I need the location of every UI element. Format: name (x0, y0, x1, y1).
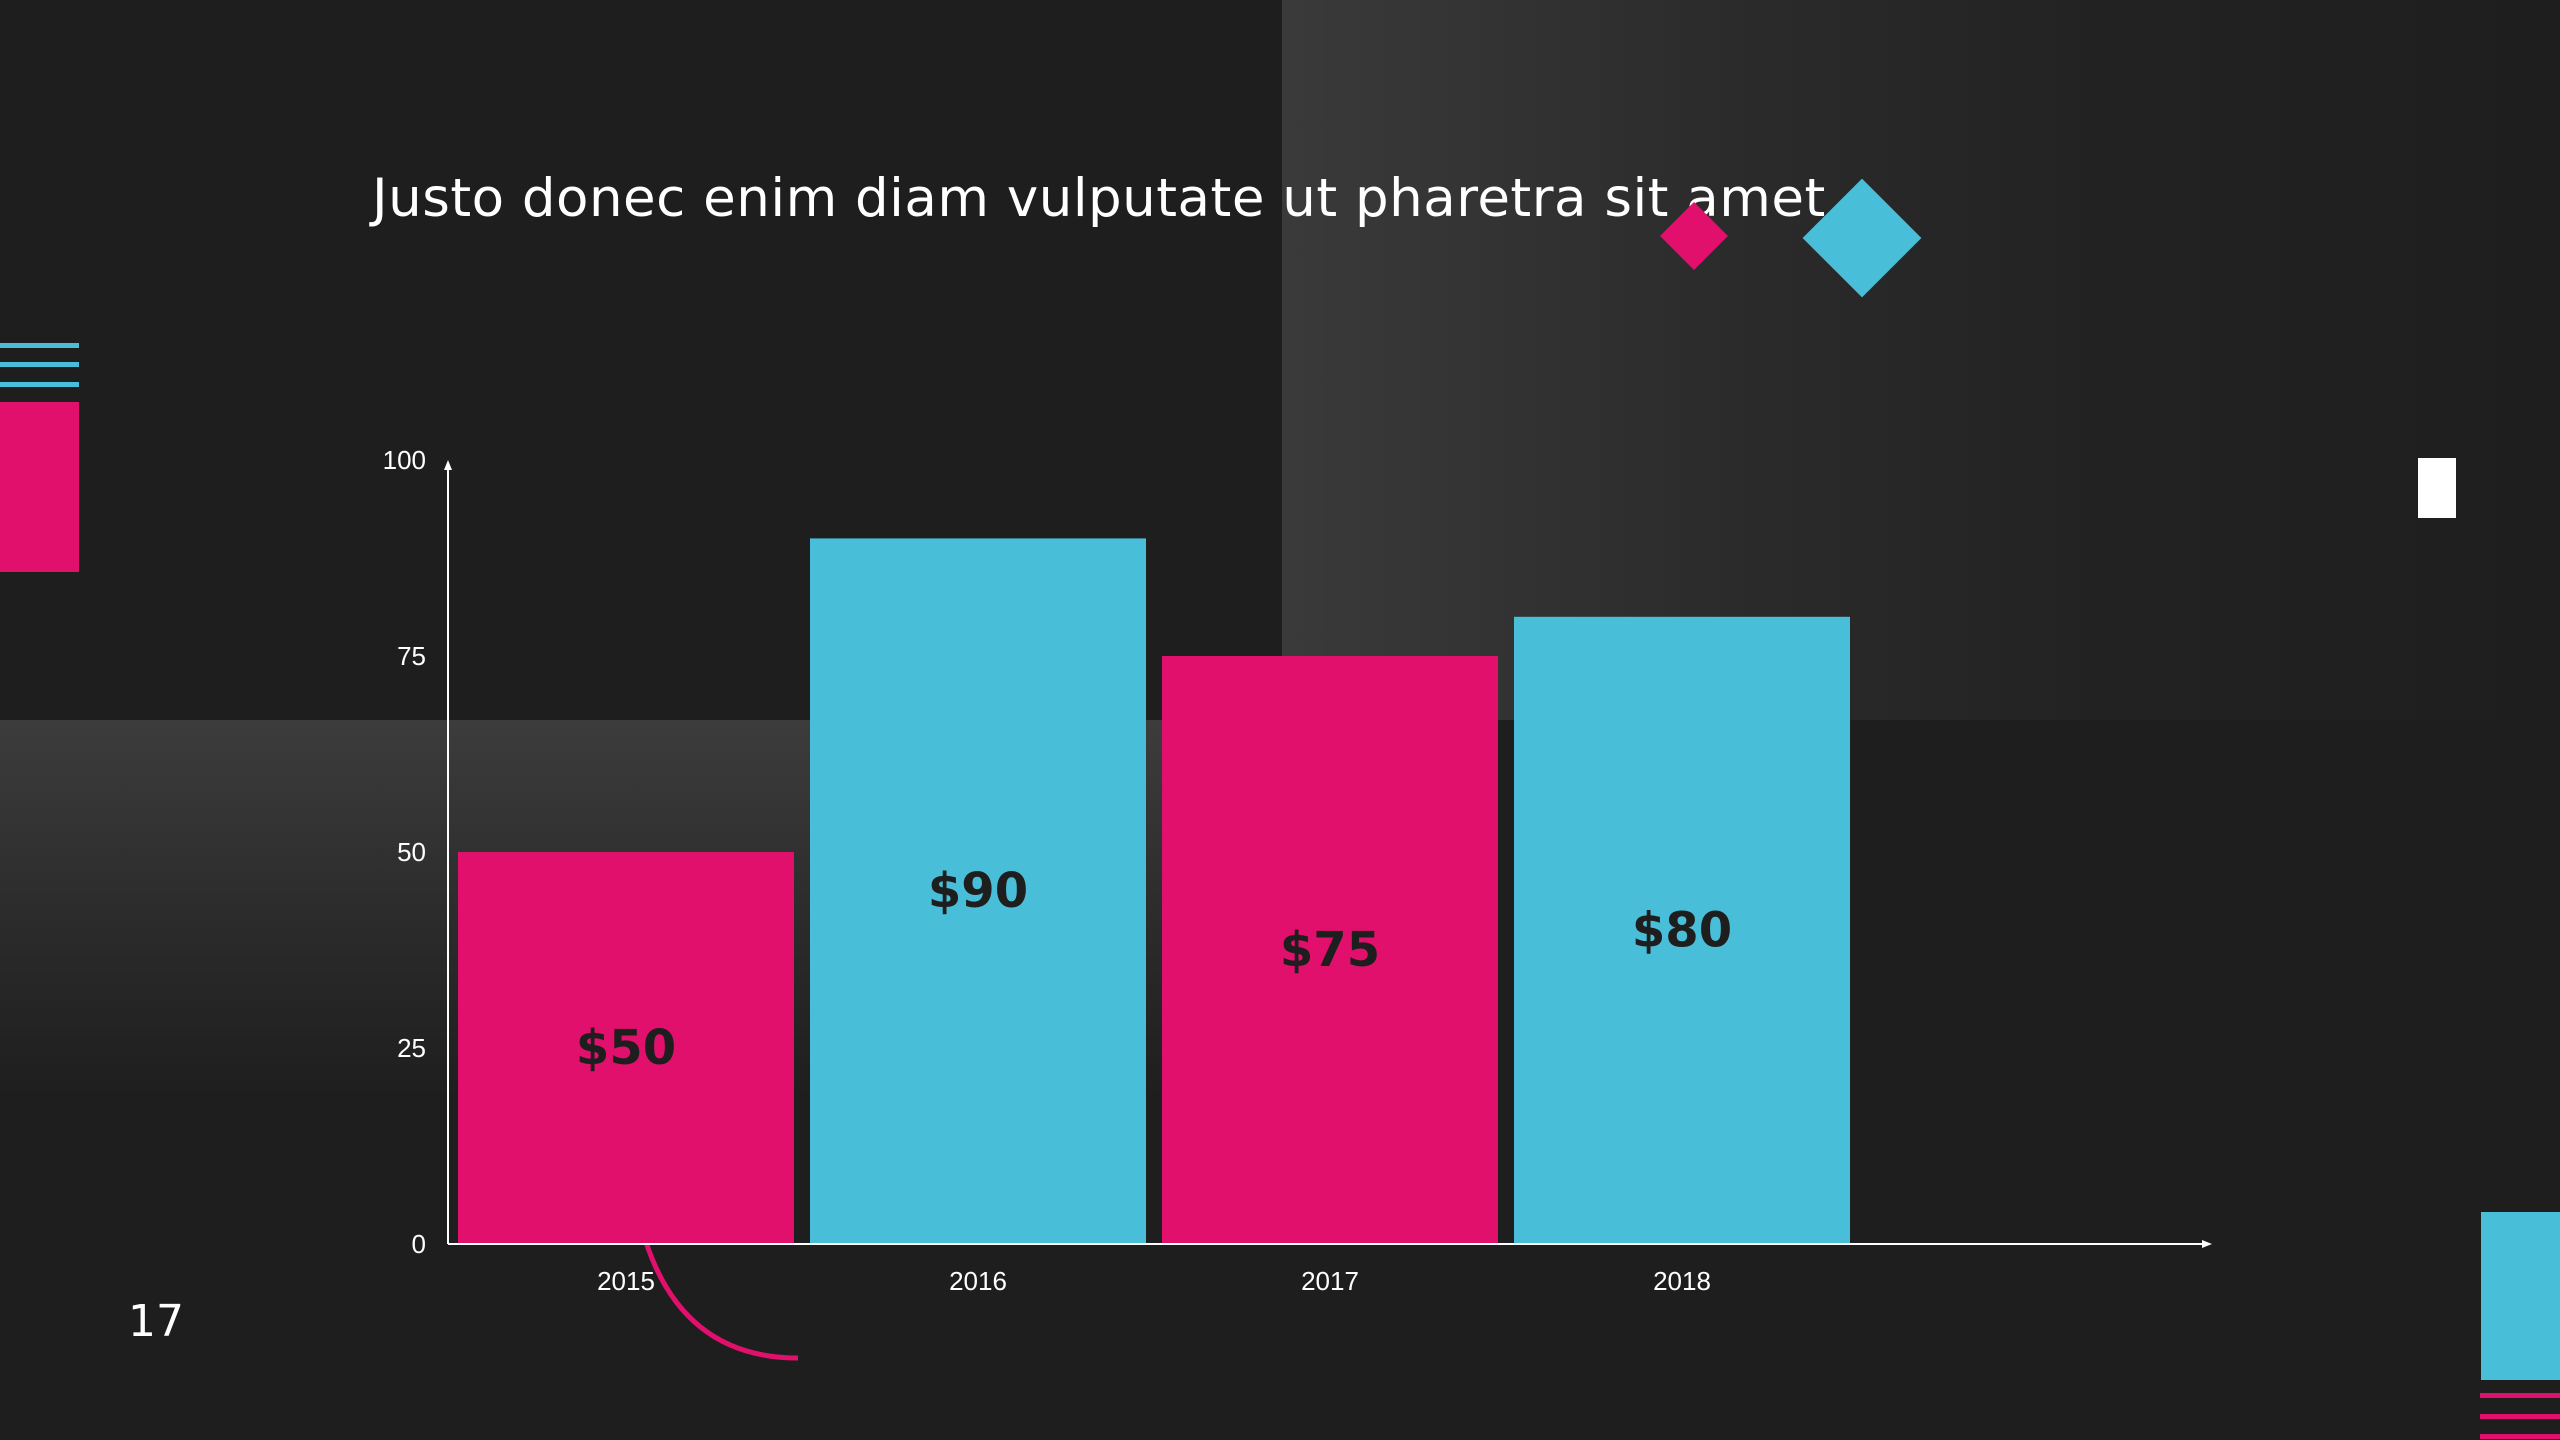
x-tick-label: 2018 (1653, 1266, 1711, 1296)
decor-cyan-line (0, 343, 79, 348)
y-tick-label: 100 (383, 445, 426, 475)
decor-pink-arc (643, 1241, 799, 1361)
bar-2018 (1514, 616, 1850, 1244)
decor-pink-line (2480, 1414, 2560, 1419)
y-tick-label: 0 (412, 1229, 426, 1259)
bar-2016 (810, 538, 1146, 1244)
decor-white-rect (2418, 458, 2456, 518)
decor-pink-line (2480, 1393, 2560, 1398)
bar-value-label: $90 (928, 863, 1028, 919)
decor-cyan-line (0, 382, 79, 387)
y-tick-label: 75 (397, 641, 426, 671)
bar-value-label: $50 (576, 1020, 676, 1076)
bar-2015 (458, 852, 794, 1244)
background-gradient-panel (1282, 0, 2560, 720)
decor-pink-block (0, 402, 79, 572)
y-axis-arrow (444, 460, 452, 470)
y-tick-label: 50 (397, 837, 426, 867)
decor-cyan-line (0, 362, 79, 367)
x-tick-label: 2017 (1301, 1266, 1359, 1296)
y-tick-label: 25 (397, 1033, 426, 1063)
decor-pink-line (2480, 1434, 2560, 1439)
page-number: 17 (128, 1296, 184, 1347)
x-tick-label: 2016 (949, 1266, 1007, 1296)
x-axis-arrow (2202, 1240, 2212, 1248)
bar-value-label: $75 (1280, 922, 1380, 978)
bar-2017 (1162, 656, 1498, 1244)
x-tick-label: 2015 (597, 1266, 655, 1296)
slide-title: Justo donec enim diam vulputate ut phare… (372, 168, 1844, 229)
bar-value-label: $80 (1632, 902, 1732, 958)
decor-cyan-block (2481, 1212, 2560, 1380)
